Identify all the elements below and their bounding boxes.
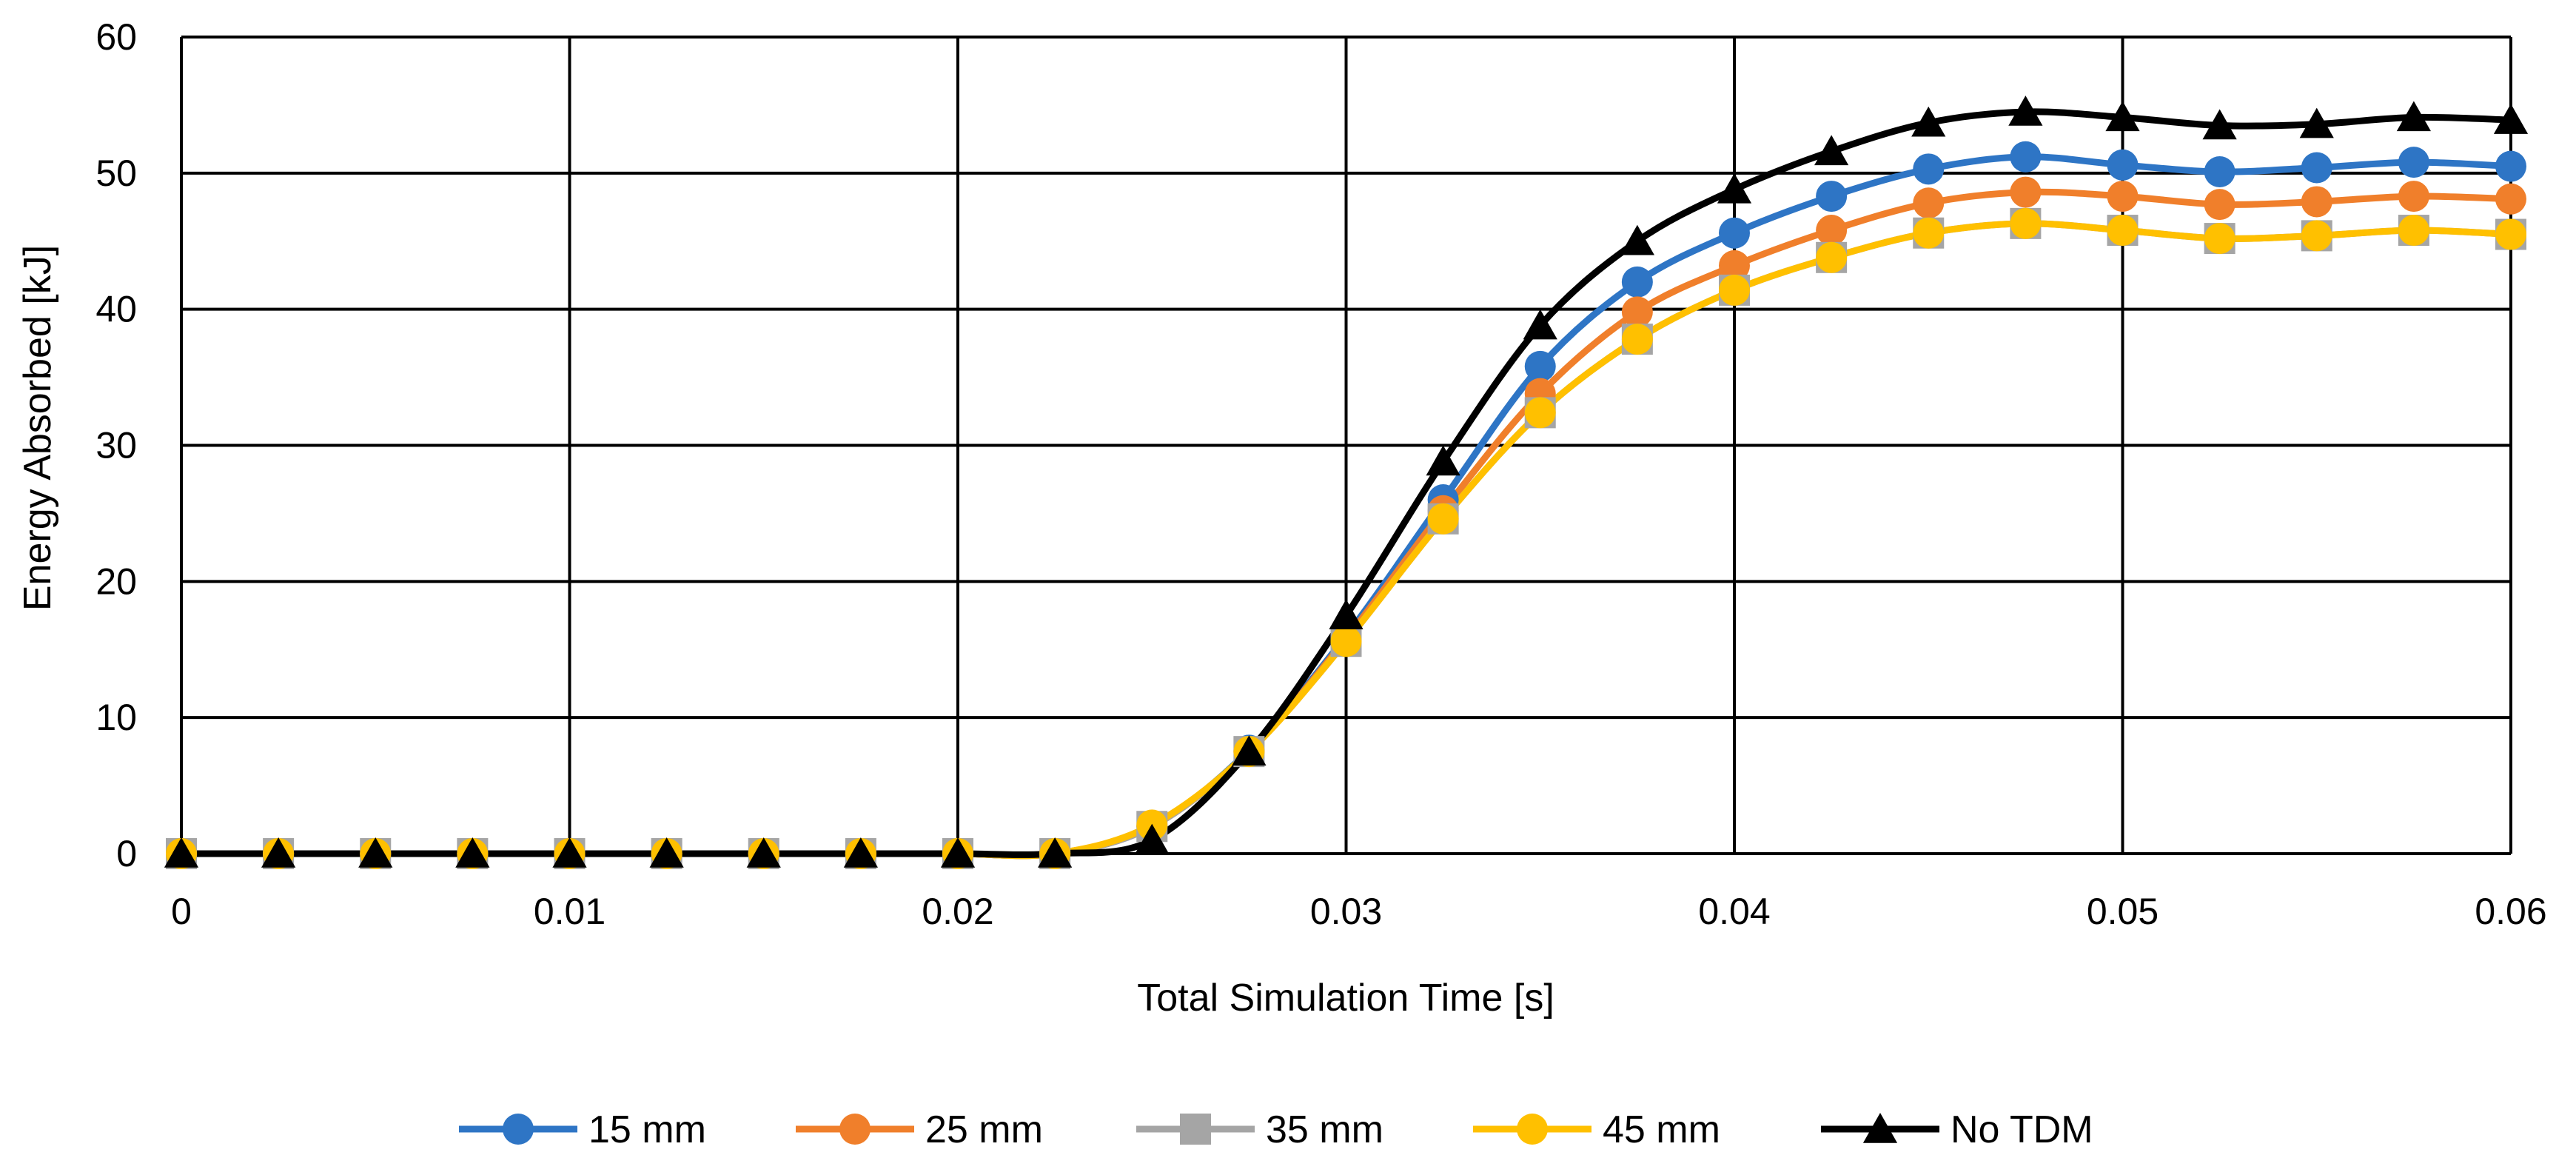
data-point-25-mm bbox=[2010, 176, 2042, 208]
y-axis-title: Energy Absorbed [kJ] bbox=[16, 245, 59, 611]
data-point-45-mm bbox=[2398, 215, 2429, 247]
data-point-45-mm bbox=[1330, 626, 1362, 657]
data-point-no-tdm bbox=[552, 837, 587, 868]
data-point-no-tdm bbox=[1717, 173, 1752, 204]
data-point-45-mm bbox=[2204, 223, 2235, 255]
data-point-25-mm bbox=[2398, 181, 2429, 212]
data-point-15-mm bbox=[2301, 152, 2332, 184]
data-point-no-tdm bbox=[358, 837, 393, 868]
data-point-no-tdm bbox=[455, 837, 490, 868]
data-point-45-mm bbox=[1719, 274, 1750, 306]
data-point-45-mm bbox=[2495, 218, 2526, 250]
data-point-15-mm bbox=[1816, 181, 1848, 212]
data-point-15-mm bbox=[2010, 141, 2042, 173]
data-point-no-tdm bbox=[1911, 106, 1946, 137]
data-point-15-mm bbox=[2107, 149, 2139, 181]
data-point-no-tdm bbox=[1814, 135, 1849, 166]
y-tick-label: 50 bbox=[95, 153, 137, 194]
data-point-15-mm bbox=[2204, 155, 2235, 187]
legend-item-25-mm: 25 mm bbox=[796, 1108, 1043, 1151]
data-point-no-tdm bbox=[649, 837, 684, 868]
y-tick-label: 10 bbox=[95, 697, 137, 738]
y-axis-ticks: 0 10 20 30 40 50 60 bbox=[95, 16, 137, 874]
legend-label: 45 mm bbox=[1603, 1108, 1720, 1151]
data-point-no-tdm bbox=[1523, 309, 1557, 340]
data-point-15-mm bbox=[2398, 147, 2429, 178]
legend-label: 35 mm bbox=[1266, 1108, 1383, 1151]
data-point-no-tdm bbox=[2299, 107, 2334, 138]
legend-label: 25 mm bbox=[925, 1108, 1043, 1151]
data-point-25-mm bbox=[1621, 296, 1653, 328]
data-point-no-tdm bbox=[2202, 109, 2237, 140]
data-point-15-mm bbox=[1719, 217, 1750, 249]
data-point-no-tdm bbox=[1620, 224, 1654, 255]
x-tick-label: 0.04 bbox=[1698, 891, 1770, 932]
legend-item-15-mm: 15 mm bbox=[459, 1108, 706, 1151]
data-point-45-mm bbox=[1816, 241, 1848, 273]
data-point-no-tdm bbox=[2396, 101, 2431, 132]
data-point-45-mm bbox=[2010, 207, 2042, 239]
y-tick-label: 40 bbox=[95, 289, 137, 330]
data-point-25-mm bbox=[1913, 187, 1945, 219]
legend-marker bbox=[1517, 1114, 1548, 1145]
legend-item-45-mm: 45 mm bbox=[1473, 1108, 1720, 1151]
data-point-no-tdm bbox=[1426, 445, 1460, 476]
y-tick-label: 20 bbox=[95, 560, 137, 602]
data-point-no-tdm bbox=[746, 837, 781, 868]
data-point-45-mm bbox=[1913, 217, 1945, 249]
y-tick-label: 0 bbox=[116, 833, 137, 874]
data-point-45-mm bbox=[1621, 324, 1653, 355]
data-point-no-tdm bbox=[1038, 837, 1073, 868]
legend-marker bbox=[1180, 1114, 1211, 1145]
x-tick-label: 0.01 bbox=[534, 891, 606, 932]
x-tick-label: 0.05 bbox=[2087, 891, 2159, 932]
x-tick-label: 0.06 bbox=[2475, 891, 2546, 932]
data-point-25-mm bbox=[1816, 215, 1848, 247]
legend-marker bbox=[839, 1114, 871, 1145]
data-point-no-tdm bbox=[843, 837, 878, 868]
data-point-no-tdm bbox=[1135, 823, 1170, 854]
data-point-15-mm bbox=[2495, 150, 2526, 182]
data-point-no-tdm bbox=[2105, 101, 2140, 132]
data-point-25-mm bbox=[2301, 186, 2332, 218]
data-point-no-tdm bbox=[2008, 96, 2043, 126]
legend-marker bbox=[503, 1114, 534, 1145]
data-point-no-tdm bbox=[940, 837, 976, 868]
data-point-no-tdm bbox=[1232, 735, 1267, 766]
data-point-25-mm bbox=[1719, 250, 1750, 281]
data-point-45-mm bbox=[2107, 215, 2139, 247]
data-point-45-mm bbox=[1524, 397, 1556, 429]
x-axis-ticks: 0 0.01 0.02 0.03 0.04 0.05 0.06 bbox=[171, 891, 2547, 932]
y-tick-label: 30 bbox=[95, 425, 137, 466]
data-point-45-mm bbox=[2301, 220, 2332, 252]
legend-marker bbox=[1862, 1113, 1898, 1143]
legend-item-no-tdm: No TDM bbox=[1821, 1108, 2093, 1151]
data-point-no-tdm bbox=[2493, 104, 2529, 134]
legend-label: 15 mm bbox=[588, 1108, 706, 1151]
y-tick-label: 60 bbox=[95, 16, 137, 58]
data-point-15-mm bbox=[1524, 350, 1556, 382]
data-point-25-mm bbox=[2495, 183, 2526, 215]
data-point-25-mm bbox=[2204, 189, 2235, 221]
series-markers bbox=[164, 96, 2529, 869]
data-point-45-mm bbox=[1427, 503, 1459, 535]
data-point-15-mm bbox=[1913, 153, 1945, 185]
data-point-15-mm bbox=[1621, 266, 1653, 298]
data-point-25-mm bbox=[2107, 181, 2139, 212]
x-axis-title: Total Simulation Time [s] bbox=[1137, 977, 1554, 1020]
legend-label: No TDM bbox=[1951, 1108, 2093, 1151]
markers-no-tdm bbox=[164, 96, 2529, 868]
legend: 15 mm 25 mm 35 mm 45 mm No TDM bbox=[459, 1108, 2093, 1151]
x-tick-label: 0 bbox=[171, 891, 192, 932]
legend-item-35-mm: 35 mm bbox=[1136, 1108, 1383, 1151]
data-point-no-tdm bbox=[1329, 599, 1364, 629]
data-point-no-tdm bbox=[164, 837, 199, 868]
gridlines bbox=[180, 36, 2512, 855]
data-point-no-tdm bbox=[261, 837, 296, 868]
x-tick-label: 0.03 bbox=[1310, 891, 1382, 932]
x-tick-label: 0.02 bbox=[922, 891, 993, 932]
